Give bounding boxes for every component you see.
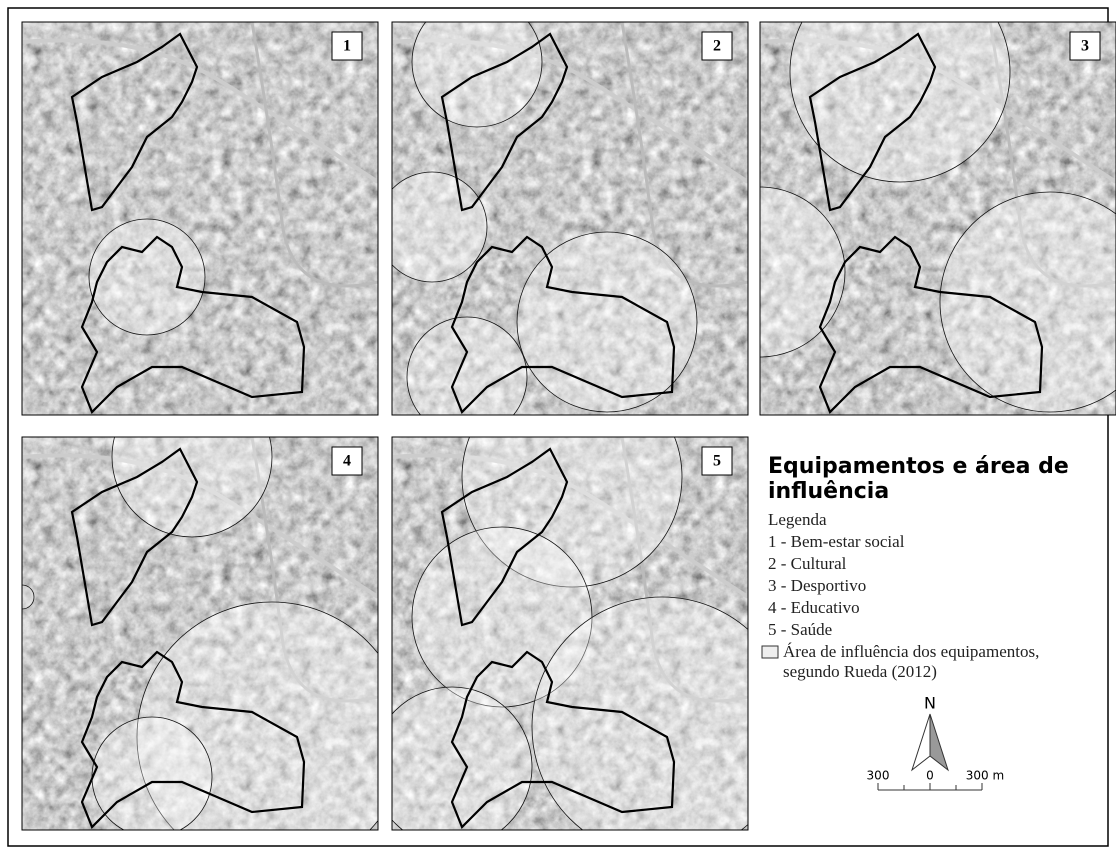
aerial-image bbox=[22, 437, 378, 830]
panel-label: 4 bbox=[343, 453, 351, 470]
panel-label: 3 bbox=[1081, 38, 1089, 55]
scale-label: 300 m bbox=[966, 769, 1004, 783]
influence-area bbox=[939, 191, 1116, 413]
panel-label: 1 bbox=[343, 38, 351, 55]
influence-area bbox=[531, 596, 748, 830]
influence-area bbox=[392, 686, 533, 830]
aerial-image bbox=[392, 437, 748, 830]
panel-border bbox=[391, 436, 749, 831]
map-panel: 2 bbox=[391, 21, 749, 416]
scale-label: 0 bbox=[926, 769, 934, 783]
aerial-image bbox=[22, 22, 378, 415]
panel-label: 5 bbox=[713, 453, 721, 470]
panel-label-box bbox=[331, 446, 363, 476]
road bbox=[22, 453, 378, 599]
road bbox=[620, 437, 748, 703]
influence-area bbox=[760, 186, 846, 358]
map-content bbox=[392, 22, 748, 415]
road bbox=[760, 38, 1116, 184]
legend-item: 2 - Cultural bbox=[768, 554, 847, 573]
map-panel: 4 bbox=[21, 436, 379, 831]
road bbox=[620, 22, 748, 288]
road bbox=[392, 38, 748, 184]
aerial-image bbox=[392, 22, 748, 415]
influence-area bbox=[22, 584, 35, 610]
panel-border bbox=[759, 21, 1116, 416]
influence-area bbox=[406, 316, 528, 415]
legend-item: 3 - Desportivo bbox=[768, 576, 866, 595]
road bbox=[250, 437, 378, 703]
panel-label-box bbox=[701, 31, 733, 61]
influence-area bbox=[516, 231, 698, 413]
influence-area bbox=[88, 218, 206, 336]
legend-swatch bbox=[761, 645, 779, 659]
panel-label-box bbox=[331, 31, 363, 61]
panel-label-box bbox=[1069, 31, 1101, 61]
legend-title: influência bbox=[768, 479, 889, 504]
road bbox=[250, 22, 378, 288]
panel-border bbox=[21, 436, 379, 831]
map-content bbox=[392, 437, 748, 830]
panel-label-box bbox=[701, 446, 733, 476]
aerial-image bbox=[760, 22, 1116, 415]
panel-border bbox=[21, 21, 379, 416]
influence-area bbox=[91, 716, 213, 830]
influence-area bbox=[461, 437, 683, 588]
legend-item: 4 - Educativo bbox=[768, 598, 860, 617]
road bbox=[988, 22, 1116, 288]
legend-area-label: segundo Rueda (2012) bbox=[783, 662, 937, 681]
legend-item: 1 - Bem-estar social bbox=[768, 532, 905, 551]
legend-area-label: Área de influência dos equipamentos, bbox=[783, 642, 1039, 661]
map-panel: 5 bbox=[391, 436, 749, 831]
north-arrow: N bbox=[911, 694, 949, 772]
north-label: N bbox=[924, 694, 936, 713]
influence-area bbox=[392, 171, 488, 283]
road bbox=[22, 38, 378, 184]
influence-area bbox=[111, 437, 273, 538]
legend: Equipamentos e área de influência Legend… bbox=[761, 454, 1069, 681]
legend-heading: Legenda bbox=[768, 510, 827, 529]
map-content bbox=[760, 22, 1116, 415]
scale-label: 300 bbox=[867, 769, 890, 783]
map-content bbox=[22, 22, 378, 415]
legend-title: Equipamentos e área de bbox=[768, 454, 1069, 479]
map-panel: 3 bbox=[759, 21, 1116, 416]
panel-label: 2 bbox=[713, 38, 721, 55]
influence-area bbox=[789, 22, 1011, 183]
map-content bbox=[22, 437, 378, 830]
map-panel: 1 bbox=[21, 21, 379, 416]
scale-bar: 300 0 300 m bbox=[867, 769, 1004, 791]
road bbox=[392, 453, 748, 599]
legend-item: 5 - Saúde bbox=[768, 620, 832, 639]
panel-border bbox=[391, 21, 749, 416]
